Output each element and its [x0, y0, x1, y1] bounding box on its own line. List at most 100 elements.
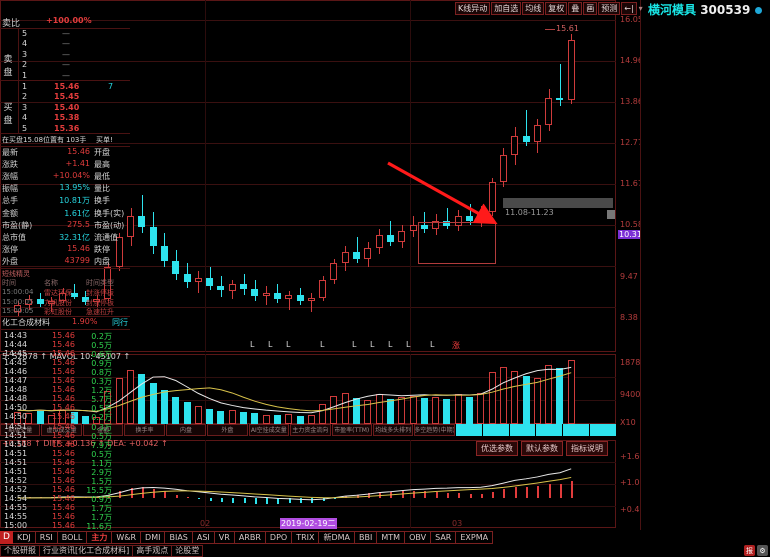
- indicator-btn-expma[interactable]: EXPMA: [456, 530, 494, 544]
- tick-row[interactable]: 14:55 15.46 1.7万: [0, 503, 130, 515]
- scroll-thumb[interactable]: [607, 210, 615, 219]
- sub-tab-1[interactable]: 虚拟成交量: [41, 424, 82, 436]
- candle-body: [206, 277, 214, 287]
- indicator-help-button[interactable]: 指标说明: [566, 441, 608, 456]
- chevron-down-icon[interactable]: ▾: [638, 3, 643, 13]
- tick-row[interactable]: 14:51 15.46 7.9万: [0, 440, 130, 452]
- tick-row[interactable]: 14:48 15.46 5.7万: [0, 394, 130, 406]
- divider: [0, 268, 130, 269]
- sell-order-row[interactable]: 4 —: [0, 39, 130, 50]
- sub-indicator-tabs[interactable]: 期版交量 虚拟成交量 金额 换手率 内盘 外盘 AI空挂成交量 主力资金流向 市盈率(TTM) 均…: [0, 424, 616, 438]
- sub-tab-active-0[interactable]: [455, 424, 482, 436]
- indicator-btn-dpo[interactable]: DPO: [265, 530, 293, 544]
- tick-row[interactable]: 14:45 15.46 0.6万: [0, 349, 130, 361]
- indicator-btn-rsi[interactable]: RSI: [35, 530, 58, 544]
- sell-order-row[interactable]: 5 —: [0, 29, 130, 40]
- tick-row[interactable]: 14:54 15.46 0.9万: [0, 494, 130, 506]
- sub-tab-active-4[interactable]: [563, 424, 590, 436]
- sell-order-row[interactable]: 2 —: [0, 60, 130, 71]
- link-btn-3[interactable]: 论股堂: [171, 544, 204, 557]
- sell-order-row[interactable]: 1 —: [0, 71, 130, 82]
- indicator-btn-asi[interactable]: ASI: [192, 530, 215, 544]
- sub-tab-6[interactable]: AI空挂成交量: [248, 424, 290, 436]
- price-chart-pane[interactable]: 15.61 11.08-11.23 L L L L L L L L L 涨: [0, 0, 616, 352]
- indicator-btn-bias[interactable]: BIAS: [165, 530, 193, 544]
- tick-row[interactable]: 15:00 15.46 11.6万: [0, 521, 130, 533]
- sub-tab-2[interactable]: 金额: [82, 424, 124, 436]
- indicator-btn-vr[interactable]: VR: [214, 530, 235, 544]
- alert-icon[interactable]: 报: [744, 545, 755, 556]
- settings-gear-icon[interactable]: ⚙: [757, 545, 768, 556]
- volume-pane[interactable]: [0, 354, 616, 424]
- sub-tab-8[interactable]: 市盈率(TTM): [331, 424, 372, 436]
- indicator-btn-boll[interactable]: BOLL: [57, 530, 88, 544]
- tick-row[interactable]: 14:44 15.46 0.5万: [0, 340, 130, 352]
- indicator-btn-dma[interactable]: 新DMA: [319, 530, 356, 544]
- indicator-toolbar[interactable]: D KDJ RSI BOLL 主力 W&R DMI BIAS ASI VR ARBR DPO TRIX 新…: [0, 530, 770, 544]
- link-btn-2[interactable]: 高手观点: [132, 544, 173, 557]
- toolbar-btn-draw[interactable]: 画: [583, 1, 598, 15]
- sub-tab-active-1[interactable]: [482, 424, 509, 436]
- indicator-d-button[interactable]: D: [0, 530, 13, 544]
- tick-row[interactable]: 14:51 15.46 1.1万: [0, 458, 130, 470]
- tick-row[interactable]: 14:43 15.46 0.2万: [0, 331, 130, 343]
- link-btn-0[interactable]: 个股研报: [0, 544, 40, 557]
- tick-row[interactable]: 14:46 15.46 0.8万: [0, 367, 130, 379]
- toolbar-btn-forecast[interactable]: 预测: [598, 1, 621, 15]
- sub-tab-7[interactable]: 主力资金流向: [290, 424, 331, 436]
- indicator-btn-obv[interactable]: OBV: [405, 530, 432, 544]
- buy-order-row[interactable]: 3 15.40: [0, 103, 130, 114]
- link-toolbar[interactable]: 个股研报 行业资讯[化工合成材料] 高手观点 论股堂: [0, 544, 770, 557]
- tick-row[interactable]: 14:45 15.46 0.9万: [0, 358, 130, 370]
- toolbar-btn-add-watchlist[interactable]: 加自选: [491, 1, 522, 15]
- indicator-btn-dmi[interactable]: DMI: [141, 530, 166, 544]
- sell-order-row[interactable]: 3 —: [0, 50, 130, 61]
- sub-tab-0[interactable]: 期版交量: [0, 424, 41, 436]
- indicator-btn-sar[interactable]: SAR: [431, 530, 457, 544]
- sub-tab-3[interactable]: 换手率: [124, 424, 165, 436]
- indicator-btn-arbr[interactable]: ARBR: [234, 530, 266, 544]
- default-params-button[interactable]: 默认参数: [521, 441, 563, 456]
- tick-row[interactable]: 14:50 15.46 0.5万: [0, 403, 130, 415]
- sub-tab-9[interactable]: 均线多头排列: [372, 424, 414, 436]
- sub-tab-4[interactable]: 内盘: [165, 424, 207, 436]
- sector-peers-link[interactable]: 同行: [112, 318, 128, 327]
- tick-row[interactable]: 14:55 15.46 1.7万: [0, 512, 130, 524]
- tick-row[interactable]: 14:47 15.46 0.3万: [0, 376, 130, 388]
- sub-tab-active-3[interactable]: [536, 424, 563, 436]
- toolbar-btn-moving-average[interactable]: 均线: [522, 1, 545, 15]
- buy-order-row[interactable]: 4 15.38: [0, 113, 130, 124]
- indicator-btn-wr[interactable]: W&R: [112, 530, 142, 544]
- indicator-btn-kdj[interactable]: KDJ: [13, 530, 36, 544]
- toolbar-btn-overlay[interactable]: 叠: [568, 1, 583, 15]
- optimize-params-button[interactable]: 优选参数: [476, 441, 518, 456]
- news-row[interactable]: 15:00:05 彩虹股份 急速拉升: [0, 307, 130, 318]
- sector-row[interactable]: 化工合成材料 1.90% 同行: [0, 317, 130, 328]
- indicator-btn-[interactable]: 主力: [87, 530, 113, 544]
- toolbar-btn-adjust[interactable]: 复权: [545, 1, 568, 15]
- indicator-btn-mtm[interactable]: MTM: [377, 530, 406, 544]
- buy-order-row[interactable]: 2 15.45: [0, 92, 130, 103]
- tick-row[interactable]: 14:48 15.46 1.2万: [0, 385, 130, 397]
- sub-tab-10[interactable]: 多空趋势(中期): [414, 424, 455, 436]
- sub-tab-5[interactable]: 外盘: [207, 424, 248, 436]
- toolbar-btn-kline-alert[interactable]: K线异动: [455, 1, 491, 15]
- tick-row[interactable]: 14:51 15.46 0.5万: [0, 449, 130, 461]
- tick-row[interactable]: 14:51 15.46 2.9万: [0, 467, 130, 479]
- indicator-btn-bbi[interactable]: BBI: [355, 530, 378, 544]
- system-buttons[interactable]: 报 ⚙: [744, 545, 768, 556]
- tick-row[interactable]: 14:51 15.46 0.3万: [0, 422, 130, 434]
- buy-order-row[interactable]: 5 15.36: [0, 124, 130, 135]
- tick-row[interactable]: 14:52 15.46 15.5万: [0, 485, 130, 497]
- sub-tab-active-5[interactable]: [590, 424, 616, 436]
- news-row[interactable]: 15:00:05 力帆股份 封涨停板: [0, 298, 130, 309]
- buy-order-row[interactable]: 1 15.46 7: [0, 82, 130, 93]
- toolbar-btn-back[interactable]: ←|: [621, 1, 637, 15]
- tick-row[interactable]: 14:51 15.46 0.5万: [0, 431, 130, 443]
- tick-row[interactable]: 14:52 15.46 1.5万: [0, 476, 130, 488]
- link-btn-1[interactable]: 行业资讯[化工合成材料]: [39, 544, 134, 557]
- indicator-btn-trix[interactable]: TRIX: [292, 530, 320, 544]
- sub-tab-active-2[interactable]: [509, 424, 536, 436]
- news-row[interactable]: 15:00:04 雷达环保 封涨停板: [0, 288, 130, 299]
- tick-row[interactable]: 14:50 15.46 0.2万: [0, 412, 130, 424]
